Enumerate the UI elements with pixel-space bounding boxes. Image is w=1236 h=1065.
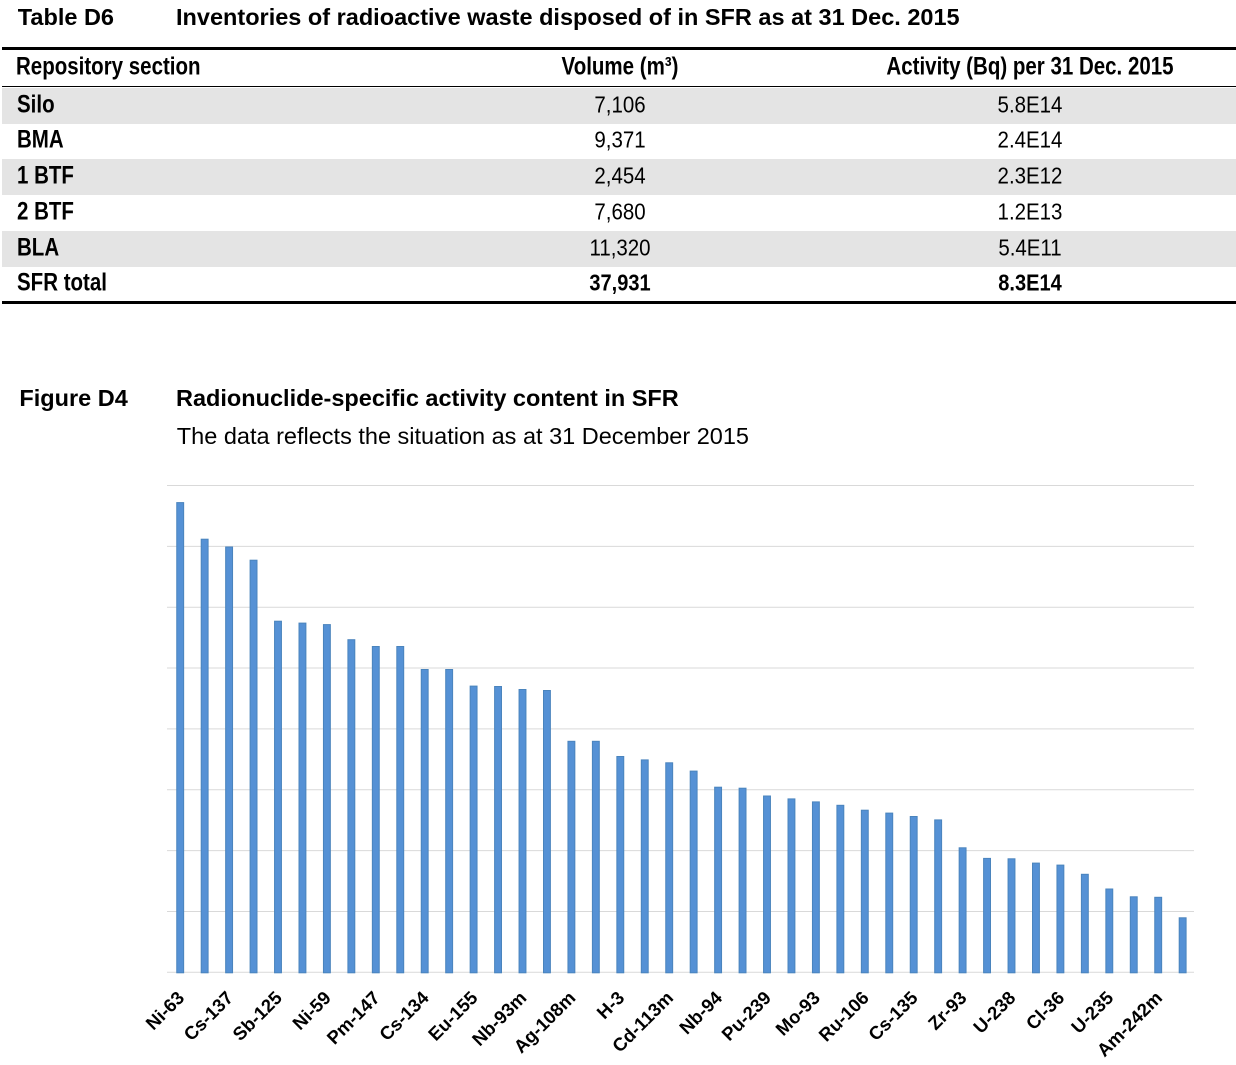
svg-text:H-3: H-3 [592, 987, 628, 1023]
svg-text:Ru-106: Ru-106 [814, 987, 872, 1045]
svg-text:Pm-147: Pm-147 [322, 987, 383, 1048]
svg-text:U-238: U-238 [969, 987, 1019, 1037]
svg-text:Sb-125: Sb-125 [228, 987, 286, 1045]
svg-text:Pu-239: Pu-239 [717, 987, 775, 1045]
svg-text:Cs-134: Cs-134 [375, 986, 433, 1044]
svg-text:Cl-36: Cl-36 [1022, 987, 1069, 1034]
svg-text:Cs-135: Cs-135 [864, 987, 922, 1045]
svg-text:Cs-137: Cs-137 [179, 987, 237, 1045]
svg-text:Zr-93: Zr-93 [924, 987, 971, 1034]
